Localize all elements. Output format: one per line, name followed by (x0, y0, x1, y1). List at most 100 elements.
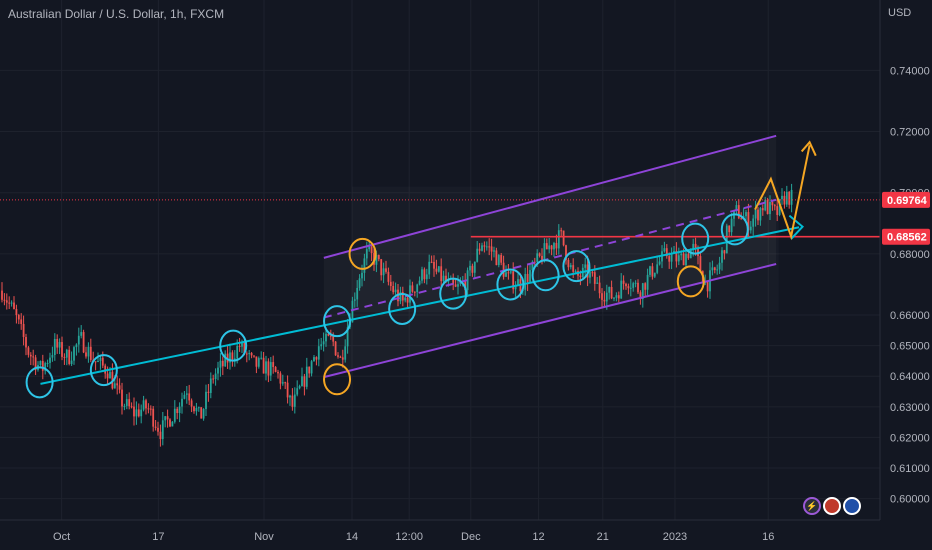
candle-body (692, 243, 695, 250)
candle-body (178, 406, 181, 413)
candle-body (305, 366, 308, 387)
candle-body (440, 266, 443, 282)
candle-body (718, 262, 721, 270)
price-axis[interactable]: 0.740000.720000.700000.680000.660000.650… (879, 0, 930, 520)
candle-body (567, 259, 570, 268)
candle-body (596, 282, 599, 284)
candle-body (183, 394, 186, 399)
candle-body (205, 391, 207, 409)
candle-body (109, 371, 111, 379)
candle-body (265, 361, 267, 374)
candle-body (531, 261, 534, 271)
x-tick-label: 14 (346, 531, 358, 543)
candle-body (94, 361, 97, 363)
candle-body (226, 353, 229, 363)
candle-body (399, 292, 402, 302)
candle-body (193, 406, 195, 412)
candle-body (188, 393, 191, 401)
time-axis[interactable]: Oct 17 Nov 14 12:00 Dec 12 21 2023 16 (0, 519, 880, 543)
candle-body (291, 395, 294, 407)
candle-body (721, 250, 723, 263)
y-tick-label: 0.63000 (890, 402, 930, 414)
candle-body (56, 338, 59, 348)
candle-body (565, 245, 567, 260)
candle-body (142, 400, 145, 410)
candle-body (161, 420, 164, 440)
candle-body (229, 352, 231, 363)
candle-body (610, 287, 613, 299)
candle-body (452, 278, 455, 285)
candle-body (25, 336, 27, 348)
x-tick-label: 17 (152, 531, 164, 543)
candle-body (53, 338, 56, 355)
candle-body (500, 255, 503, 263)
candle-body (653, 272, 656, 277)
candle-body (658, 261, 661, 265)
candle-body (185, 393, 188, 395)
candle-body (303, 376, 306, 387)
candle-body (245, 353, 248, 355)
candle-body (212, 378, 215, 380)
candle-body (1, 290, 3, 300)
candle-body (533, 261, 536, 263)
flag-au-icon[interactable] (823, 497, 841, 515)
candle-body (740, 218, 743, 220)
candle-body (356, 287, 359, 300)
trend-line (40, 226, 800, 385)
y-tick-label: 0.74000 (890, 65, 930, 77)
candle-body (663, 248, 666, 252)
candle-body (404, 297, 407, 301)
candle-body (353, 299, 356, 301)
candle-body (130, 406, 133, 408)
candle-body (159, 431, 162, 440)
candle-body (3, 299, 6, 301)
candle-body (445, 275, 447, 282)
candle-body (195, 408, 198, 412)
candle-body (481, 245, 483, 251)
orange-circle-marker (323, 363, 352, 396)
candle-body (274, 366, 277, 372)
candle-body (759, 208, 762, 221)
candle-body (80, 332, 83, 336)
y-tick-label: 0.62000 (890, 432, 930, 444)
candle-body (483, 245, 486, 247)
candle-body (476, 248, 479, 262)
candle-body (591, 272, 594, 274)
flag-us-icon[interactable] (843, 497, 861, 515)
candle-body (310, 361, 313, 374)
candle-body (665, 248, 668, 257)
candle-body (495, 250, 498, 266)
candle-body (363, 258, 366, 273)
candle-body (313, 357, 315, 362)
candle-body (255, 356, 258, 367)
candle-body (387, 271, 390, 282)
candle-body (634, 282, 637, 284)
candle-body (675, 250, 678, 262)
x-tick-label: 21 (597, 531, 609, 543)
candle-body (171, 421, 174, 427)
candle-body (341, 357, 344, 360)
candle-body (301, 376, 303, 387)
candle-body (22, 323, 25, 337)
candle-body (783, 195, 786, 205)
candle-body (713, 267, 716, 271)
candle-body (435, 268, 438, 272)
candle-body (337, 355, 339, 357)
candle-body (385, 268, 387, 272)
candle-body (507, 272, 510, 274)
candle-body (221, 360, 224, 367)
candle-body (358, 278, 361, 288)
candle-body (471, 265, 474, 273)
candle-body (579, 275, 582, 278)
candle-body (44, 363, 47, 371)
y-tick-label: 0.64000 (890, 371, 930, 383)
event-badges[interactable]: ⚡ (803, 497, 861, 515)
candle-body (538, 253, 541, 256)
candle-body (425, 274, 428, 280)
lightning-icon[interactable]: ⚡ (803, 497, 821, 515)
candle-body (233, 358, 236, 360)
candle-body (118, 385, 121, 390)
candle-body (320, 344, 323, 347)
candle-body (423, 269, 426, 280)
